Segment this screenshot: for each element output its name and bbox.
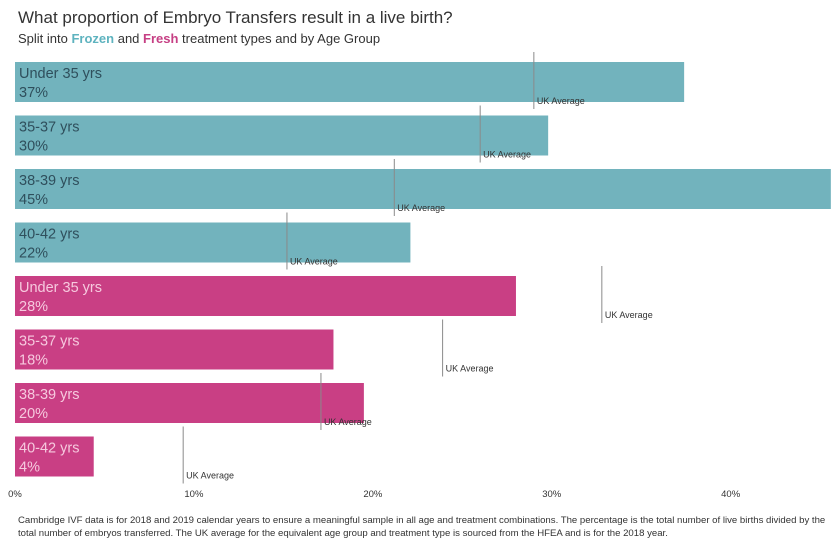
fresh-bar — [15, 436, 94, 477]
fresh-value-label: 28% — [19, 299, 48, 315]
frozen-value-label: 22% — [19, 246, 48, 262]
x-tick-label: 30% — [542, 489, 562, 500]
frozen-bar — [15, 115, 549, 156]
frozen-value-label: 37% — [19, 85, 48, 101]
fresh-uk-average-label: UK Average — [605, 310, 653, 320]
fresh-category-label: 35-37 yrs — [19, 334, 79, 350]
fresh-uk-average-label: UK Average — [446, 364, 494, 374]
frozen-bar — [15, 222, 411, 263]
frozen-uk-average-label: UK Average — [537, 96, 585, 106]
fresh-value-label: 20% — [19, 406, 48, 422]
frozen-uk-average-label: UK Average — [397, 203, 445, 213]
frozen-category-label: Under 35 yrs — [19, 66, 102, 82]
fresh-uk-average-label: UK Average — [324, 417, 372, 427]
fresh-value-label: 4% — [19, 460, 40, 476]
fresh-category-label: 40-42 yrs — [19, 441, 79, 457]
frozen-value-label: 45% — [19, 192, 48, 208]
chart-area: Under 35 yrs 37% UK Average 35-37 yrs 30% UK … — [8, 52, 831, 500]
fresh-bar — [15, 329, 334, 370]
fresh-category-label: Under 35 yrs — [19, 280, 102, 296]
fresh-uk-average-label: UK Average — [186, 471, 234, 481]
x-tick-label: 40% — [721, 489, 741, 500]
frozen-bar — [15, 169, 831, 209]
subtitle-suffix: treatment types and by Age Group — [178, 31, 381, 46]
frozen-category-label: 40-42 yrs — [19, 227, 79, 243]
frozen-uk-average-label: UK Average — [290, 257, 338, 267]
x-tick-label: 10% — [184, 489, 204, 500]
x-tick-label: 0% — [8, 489, 22, 500]
frozen-uk-average-label: UK Average — [483, 150, 531, 160]
fresh-value-label: 18% — [19, 353, 48, 369]
frozen-category-label: 35-37 yrs — [19, 120, 79, 136]
chart-title: What proportion of Embryo Transfers resu… — [18, 8, 453, 27]
frozen-bar — [15, 62, 685, 102]
fresh-bar — [15, 383, 364, 423]
subtitle-prefix: Split into — [18, 31, 72, 46]
fresh-bar — [15, 276, 516, 316]
fresh-category-label: 38-39 yrs — [19, 387, 79, 403]
frozen-category-label: 38-39 yrs — [19, 173, 79, 189]
footnote: Cambridge IVF data is for 2018 and 2019 … — [18, 515, 826, 539]
subtitle-middle: and — [114, 31, 144, 46]
subtitle-frozen-word: Frozen — [71, 31, 115, 46]
chart-subtitle: Split into Frozen and Fresh treatment ty… — [18, 31, 380, 46]
frozen-value-label: 30% — [19, 139, 48, 155]
subtitle-fresh-word: Fresh — [143, 31, 179, 46]
x-tick-label: 20% — [363, 489, 383, 500]
